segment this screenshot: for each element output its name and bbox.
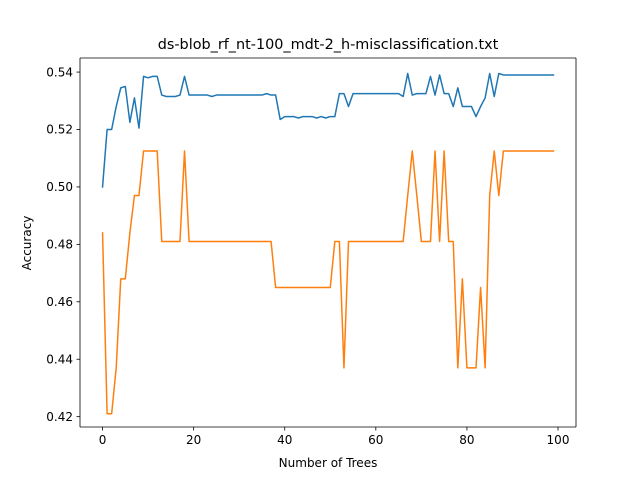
- x-tick-label: 40: [277, 433, 292, 447]
- series-line-1: [101, 72, 555, 188]
- x-axis-label: Number of Trees: [279, 456, 378, 470]
- chart-title: ds-blob_rf_nt-100_mdt-2_h-misclassificat…: [158, 37, 499, 53]
- y-tick-label: 0.52: [46, 123, 73, 137]
- x-tick-label: 100: [547, 433, 570, 447]
- x-tick-label: 60: [368, 433, 383, 447]
- x-tick-label: 20: [186, 433, 201, 447]
- y-tick-label: 0.46: [46, 295, 73, 309]
- series-line-2: [101, 150, 555, 415]
- x-tick-label: 80: [459, 433, 474, 447]
- y-tick-label: 0.54: [46, 65, 73, 79]
- x-tick-label: 0: [99, 433, 107, 447]
- y-tick-label: 0.42: [46, 410, 73, 424]
- y-tick-label: 0.48: [46, 238, 73, 252]
- series-layer: [101, 72, 555, 415]
- y-tick-label: 0.50: [46, 180, 73, 194]
- y-axis-label: Accuracy: [20, 216, 34, 271]
- axes-layer: 0 20 40 60 80 100 0.42 0.44 0.46 0.48 0.50 0.52 0.54: [46, 57, 577, 447]
- y-tick-label: 0.44: [46, 352, 73, 366]
